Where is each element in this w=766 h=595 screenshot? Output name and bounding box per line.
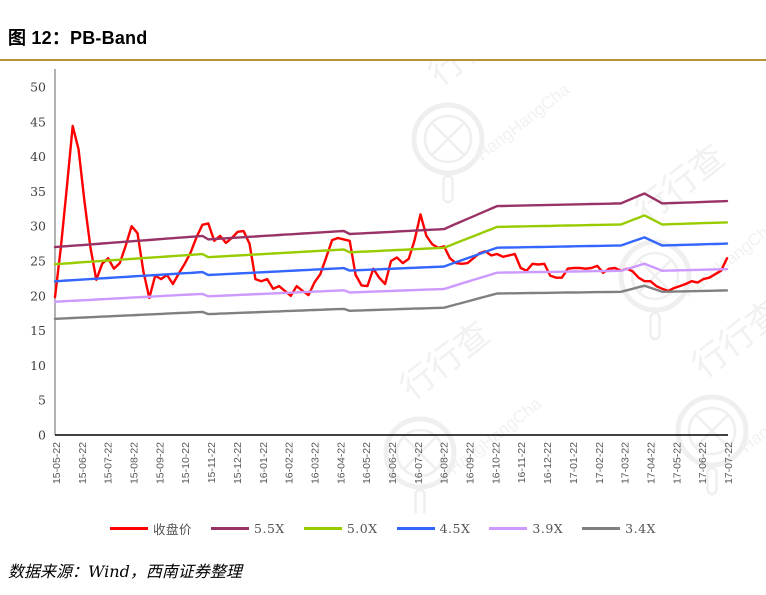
series-line-5-5x bbox=[53, 192, 729, 249]
x-tick-label: 16-08-22 bbox=[439, 442, 451, 484]
y-tick-label: 10 bbox=[30, 358, 46, 373]
x-tick-label: 15-10-22 bbox=[180, 442, 192, 484]
x-tick-label: 16-03-22 bbox=[309, 442, 321, 484]
x-tick-label: 16-04-22 bbox=[335, 442, 347, 484]
svg-text:HangHangCha: HangHangCha bbox=[680, 217, 766, 302]
legend-item-5-5x: 5.5X bbox=[211, 521, 285, 536]
legend-item-5-0x: 5.0X bbox=[303, 521, 378, 536]
legend-item-3-4x: 3.4X bbox=[582, 521, 656, 536]
x-tick-label: 17-03-22 bbox=[620, 442, 632, 484]
legend-item-3-9x: 3.9X bbox=[489, 521, 563, 536]
legend-label: 收盘价 bbox=[153, 522, 193, 537]
figure-title: 图 12：PB-Band bbox=[8, 28, 148, 48]
legend-swatch-3-4x bbox=[582, 527, 621, 530]
y-tick-label: 35 bbox=[30, 184, 46, 199]
x-tick-label: 15-05-22 bbox=[51, 442, 63, 484]
legend-label: 3.4X bbox=[625, 521, 656, 536]
x-tick-label: 17-04-22 bbox=[645, 442, 657, 484]
legend-item-close-price: 收盘价 bbox=[110, 519, 192, 538]
series-line-5-0x bbox=[53, 214, 729, 266]
legend-swatch-close-price bbox=[110, 527, 149, 530]
x-tick-label: 17-02-22 bbox=[594, 442, 606, 484]
series-line-4-5x bbox=[53, 236, 729, 283]
x-tick-label: 15-09-22 bbox=[154, 442, 166, 484]
x-tick-label: 16-02-22 bbox=[284, 442, 296, 484]
series-line-close-price bbox=[53, 124, 729, 300]
svg-text:行行查: 行行查 bbox=[686, 293, 766, 386]
x-tick-label: 15-11-22 bbox=[206, 442, 218, 483]
y-tick-label: 40 bbox=[30, 149, 46, 164]
svg-text:行行查: 行行查 bbox=[422, 61, 526, 93]
pb-band-chart: 行行查HangHangCha行行查HangHangCha行行查HangHangC… bbox=[0, 61, 766, 538]
x-tick-label: 15-08-22 bbox=[129, 442, 141, 484]
legend-swatch-5-5x bbox=[211, 527, 250, 530]
chart-legend: 收盘价 5.5X 5.0X 4.5X 3.9X 3.4X bbox=[0, 519, 766, 538]
legend-label: 5.5X bbox=[254, 521, 285, 536]
x-tick-label: 15-12-22 bbox=[232, 442, 244, 484]
legend-swatch-4-5x bbox=[396, 527, 435, 530]
x-tick-label: 15-07-22 bbox=[103, 442, 115, 484]
y-tick-label: 15 bbox=[30, 323, 46, 338]
x-tick-label: 16-05-22 bbox=[361, 442, 373, 484]
x-tick-label: 16-01-22 bbox=[258, 442, 270, 484]
x-tick-label: 15-06-22 bbox=[77, 442, 89, 484]
x-tick-label: 17-01-22 bbox=[568, 442, 580, 484]
svg-text:行行查: 行行查 bbox=[394, 315, 498, 408]
x-tick-label: 17-05-22 bbox=[671, 442, 683, 484]
source-note: 数据来源：Wind，西南证券整理 bbox=[8, 562, 242, 581]
y-tick-label: 20 bbox=[30, 288, 46, 303]
y-tick-label: 45 bbox=[30, 114, 46, 129]
x-tick-label: 16-06-22 bbox=[387, 442, 399, 484]
chart-canvas: 行行查HangHangCha行行查HangHangCha行行查HangHangC… bbox=[30, 61, 766, 513]
x-tick-label: 17-07-22 bbox=[723, 442, 735, 484]
svg-text:HangHangCha: HangHangCha bbox=[473, 80, 574, 165]
y-tick-label: 30 bbox=[30, 219, 46, 234]
x-tick-label: 16-09-22 bbox=[465, 442, 477, 484]
legend-label: 3.9X bbox=[532, 521, 564, 536]
legend-label: 5.0X bbox=[346, 521, 378, 536]
legend-swatch-5-0x bbox=[303, 527, 342, 530]
legend-swatch-3-9x bbox=[489, 527, 528, 530]
legend-label: 4.5X bbox=[439, 521, 471, 536]
x-tick-label: 16-07-22 bbox=[413, 442, 425, 484]
y-tick-label: 5 bbox=[38, 393, 46, 408]
x-tick-label: 16-11-22 bbox=[516, 442, 528, 483]
y-tick-label: 50 bbox=[30, 80, 46, 95]
x-tick-label: 17-06-22 bbox=[697, 442, 709, 484]
series-line-3-4x bbox=[53, 284, 729, 320]
x-tick-label: 16-10-22 bbox=[490, 442, 502, 484]
y-tick-label: 0 bbox=[38, 428, 46, 443]
y-tick-label: 25 bbox=[30, 254, 46, 269]
series-line-3-9x bbox=[53, 262, 729, 303]
title-divider bbox=[0, 59, 766, 61]
legend-item-4-5x: 4.5X bbox=[396, 521, 471, 536]
x-tick-label: 16-12-22 bbox=[542, 442, 554, 484]
